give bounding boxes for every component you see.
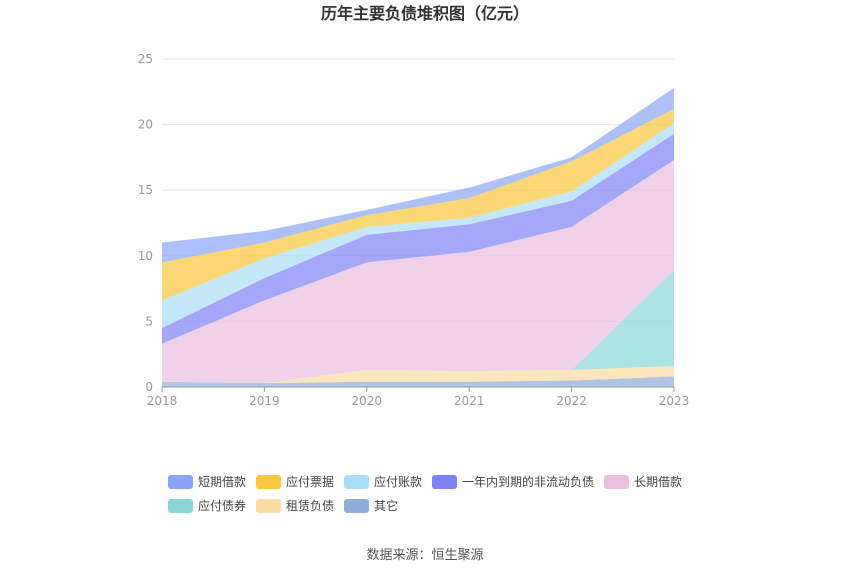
area-series-7 [162, 87, 674, 263]
area-series-1 [162, 366, 674, 384]
legend-item[interactable]: 应付票据 [256, 474, 334, 489]
legend-swatch [344, 475, 370, 489]
legend-swatch [432, 475, 458, 489]
y-tick-label: 10 [138, 249, 153, 263]
legend-label: 其它 [374, 498, 398, 513]
y-tick-label: 25 [138, 52, 153, 66]
legend-label: 应付债券 [198, 498, 246, 513]
y-tick-label: 20 [138, 118, 153, 132]
x-tick-label: 2019 [249, 394, 280, 408]
area-series-5 [162, 123, 674, 328]
y-tick-label: 15 [138, 183, 153, 197]
x-tick-label: 2023 [659, 394, 690, 408]
y-tick-label: 0 [145, 380, 153, 394]
legend-label: 短期借款 [198, 475, 246, 489]
legend-swatch [168, 499, 193, 513]
plot-areas [162, 87, 674, 387]
legend-item[interactable]: 应付账款 [344, 474, 422, 489]
data-source: 数据来源：恒生聚源 [366, 548, 483, 563]
legend-swatch [344, 499, 370, 513]
area-series-3 [162, 160, 674, 384]
legend-item[interactable]: 长期借款 [604, 475, 682, 489]
legend-item[interactable]: 其它 [344, 498, 398, 513]
legend-swatch [256, 475, 282, 489]
chart-title: 历年主要负债堆积图（亿元） [321, 4, 529, 23]
legend-item[interactable]: 一年内到期的非流动负债 [432, 474, 594, 489]
legend-label: 长期借款 [634, 475, 682, 489]
legend-item[interactable]: 短期借款 [168, 475, 246, 489]
legend-item[interactable]: 应付债券 [168, 498, 246, 513]
axes: 0 5 10 15 20 25 2018 2019 2020 2021 2022 2023 [138, 52, 690, 408]
legend-label: 租赁负债 [286, 499, 334, 513]
x-tick-label: 2022 [556, 394, 587, 408]
legend-label: 应付账款 [374, 474, 422, 489]
area-series-4 [162, 133, 674, 344]
legend-label: 一年内到期的非流动负债 [462, 474, 594, 489]
x-tick-label: 2021 [454, 394, 485, 408]
y-tick-label: 5 [145, 314, 153, 328]
x-tick-label: 2020 [352, 394, 383, 408]
legend-swatch [256, 499, 282, 513]
x-tick-label: 2018 [147, 394, 178, 408]
legend-swatch [604, 475, 630, 489]
legend-label: 应付票据 [286, 474, 334, 489]
legend-swatch [168, 475, 193, 489]
legend-item[interactable]: 租赁负债 [256, 499, 334, 513]
